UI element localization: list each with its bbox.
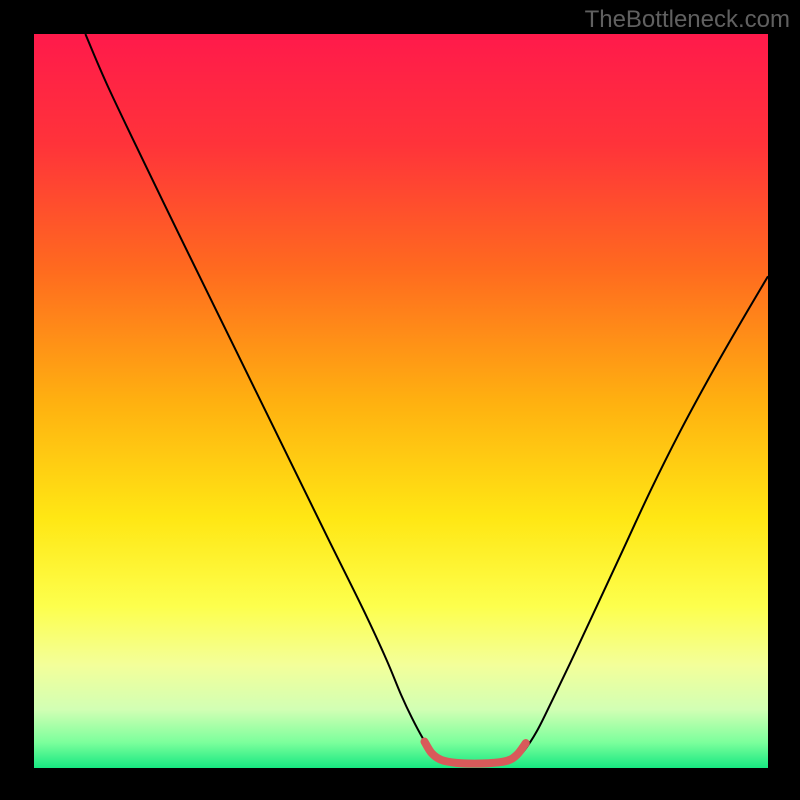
gradient-background — [34, 34, 768, 768]
watermark-text: TheBottleneck.com — [585, 6, 790, 34]
plot-svg — [34, 34, 768, 768]
chart-container: TheBottleneck.com — [0, 0, 800, 800]
plot-area — [34, 34, 768, 768]
